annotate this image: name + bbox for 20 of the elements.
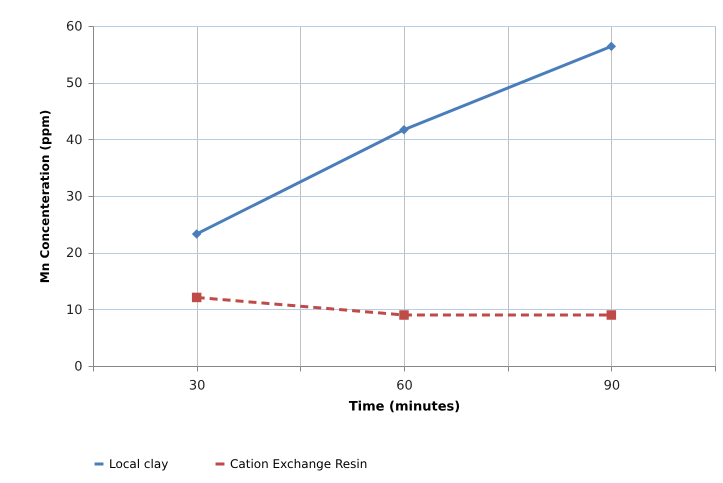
y-tick-label: 40	[66, 132, 82, 148]
point	[399, 124, 409, 134]
y-tick-label: 0	[74, 360, 82, 374]
point	[606, 310, 616, 320]
y-tick-label: 50	[66, 76, 82, 92]
y-tick-label: 60	[66, 20, 82, 34]
x-tick-label: 30	[188, 378, 206, 394]
x-tick-label: 60	[396, 378, 413, 394]
point	[399, 310, 409, 320]
legend-label: Cation Exchange Resin	[230, 457, 368, 471]
y-tick-label: 20	[66, 246, 82, 262]
y-axis-title: Mn Concenteration (ppm)	[38, 110, 52, 284]
point	[606, 42, 616, 52]
legend-label: Local clay	[109, 457, 168, 471]
y-tick-label: 10	[66, 302, 82, 318]
y-tick-label: 30	[66, 190, 82, 204]
point	[192, 292, 202, 302]
x-tick-label: 90	[604, 378, 620, 394]
point	[192, 229, 202, 239]
x-axis-title: Time (minutes)	[348, 400, 460, 414]
